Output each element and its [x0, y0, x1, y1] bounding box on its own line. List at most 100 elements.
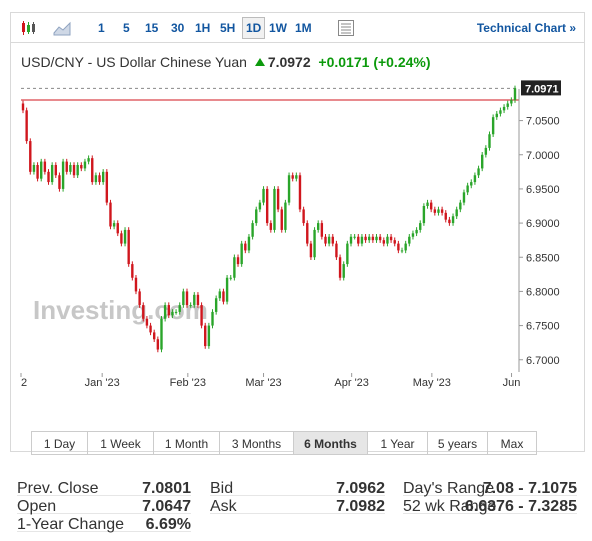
candle	[200, 302, 203, 329]
y-tick-label: 6.9500	[526, 184, 560, 196]
candle	[54, 162, 57, 178]
timeframe-5h[interactable]: 5H	[220, 21, 236, 35]
stat-prev-close: Prev. Close 7.0801	[17, 480, 191, 497]
candle	[123, 227, 127, 247]
range-1-week[interactable]: 1 Week	[88, 432, 154, 454]
candle	[145, 316, 149, 329]
candle	[251, 220, 254, 240]
table-view-icon[interactable]	[337, 19, 355, 37]
candle	[225, 275, 229, 305]
candle	[43, 158, 47, 175]
stat-bid: Bid 7.0962	[210, 480, 385, 497]
candle	[87, 155, 90, 165]
candle	[491, 114, 495, 137]
candle	[182, 288, 185, 308]
candle	[265, 186, 269, 226]
timeframe-1m[interactable]: 1M	[295, 21, 312, 35]
candle	[513, 85, 517, 103]
candlestick-icon[interactable]	[19, 19, 37, 37]
candle	[163, 302, 167, 322]
candle	[466, 182, 469, 196]
candle	[69, 162, 72, 175]
candle	[488, 131, 491, 151]
candle	[320, 220, 324, 240]
candle	[255, 206, 258, 226]
candle	[287, 172, 291, 206]
candle	[462, 189, 466, 206]
candle	[247, 234, 251, 254]
instrument-name: USD/CNY - US Dollar Chinese Yuan	[21, 54, 247, 70]
candle	[353, 234, 356, 240]
timeframe-1[interactable]: 1	[98, 21, 105, 35]
candle	[65, 158, 68, 175]
timeframe-1h[interactable]: 1H	[195, 21, 211, 35]
range-1-month[interactable]: 1 Month	[154, 432, 220, 454]
chart-widget: 1 5 15 30 1H 5H 1D 1W 1M Technical Chart…	[10, 12, 585, 455]
candle	[291, 172, 294, 182]
candle	[131, 261, 134, 281]
candle	[40, 158, 43, 182]
candle	[58, 172, 61, 192]
candle	[338, 254, 342, 281]
candle	[83, 158, 87, 172]
candle	[411, 230, 415, 240]
timeframe-1w[interactable]: 1W	[269, 21, 287, 35]
candle	[269, 220, 273, 233]
candle	[276, 186, 280, 213]
range-1-year[interactable]: 1 Year	[368, 432, 428, 454]
candle	[94, 172, 98, 185]
area-chart-icon[interactable]	[53, 19, 71, 37]
chart-toolbar: 1 5 15 30 1H 5H 1D 1W 1M Technical Chart…	[11, 13, 584, 43]
candle	[185, 288, 189, 308]
investing-watermark: Investing.com	[33, 295, 208, 325]
candle	[134, 275, 138, 295]
range-max[interactable]: Max	[500, 437, 524, 451]
candle	[284, 199, 287, 233]
x-tick-label: May '23	[413, 377, 451, 389]
range-3-months[interactable]: 3 Months	[220, 432, 294, 454]
candle	[335, 240, 338, 260]
y-tick-label: 6.8500	[526, 252, 560, 264]
candle	[105, 169, 109, 206]
candle	[236, 254, 240, 267]
x-tick-label: Apr '23	[334, 377, 369, 389]
candle	[444, 210, 447, 223]
timeframe-5[interactable]: 5	[123, 21, 130, 35]
candle	[101, 169, 105, 185]
timeframe-1d[interactable]: 1D	[242, 17, 266, 39]
candle	[193, 292, 196, 308]
candle	[218, 288, 221, 301]
candle	[25, 107, 28, 144]
last-price: 7.0972	[267, 54, 311, 70]
candle	[397, 240, 400, 254]
technical-chart-link[interactable]: Technical Chart »	[476, 21, 576, 35]
candle	[32, 162, 36, 175]
candle	[302, 206, 305, 226]
candle	[386, 234, 389, 247]
candle	[357, 234, 360, 247]
candle	[327, 234, 331, 247]
stat-days-range: Day's Range 7.08 - 7.1075	[403, 480, 577, 497]
candle	[295, 172, 298, 182]
candle	[324, 234, 327, 247]
candle	[378, 234, 382, 243]
candle	[98, 172, 101, 185]
candle	[160, 316, 163, 353]
timeframe-15[interactable]: 15	[145, 21, 159, 35]
candle	[244, 240, 247, 254]
candle	[499, 107, 502, 117]
candle	[433, 206, 437, 216]
range-1-day[interactable]: 1 Day	[32, 432, 88, 454]
candle	[29, 138, 32, 175]
candle	[116, 220, 119, 237]
stat-52wk-range: 52 wk Range 6.6376 - 7.3285	[403, 498, 577, 515]
timeframe-30[interactable]: 30	[171, 21, 185, 35]
candle	[222, 288, 225, 305]
candle	[389, 234, 393, 243]
range-6-months[interactable]: 6 Months	[294, 432, 368, 454]
range-5-years[interactable]: 5 years	[428, 432, 488, 454]
x-tick-label: Jan '23	[85, 377, 120, 389]
candle	[171, 309, 174, 319]
y-tick-label: 7.0500	[526, 116, 560, 128]
candle	[309, 240, 313, 260]
